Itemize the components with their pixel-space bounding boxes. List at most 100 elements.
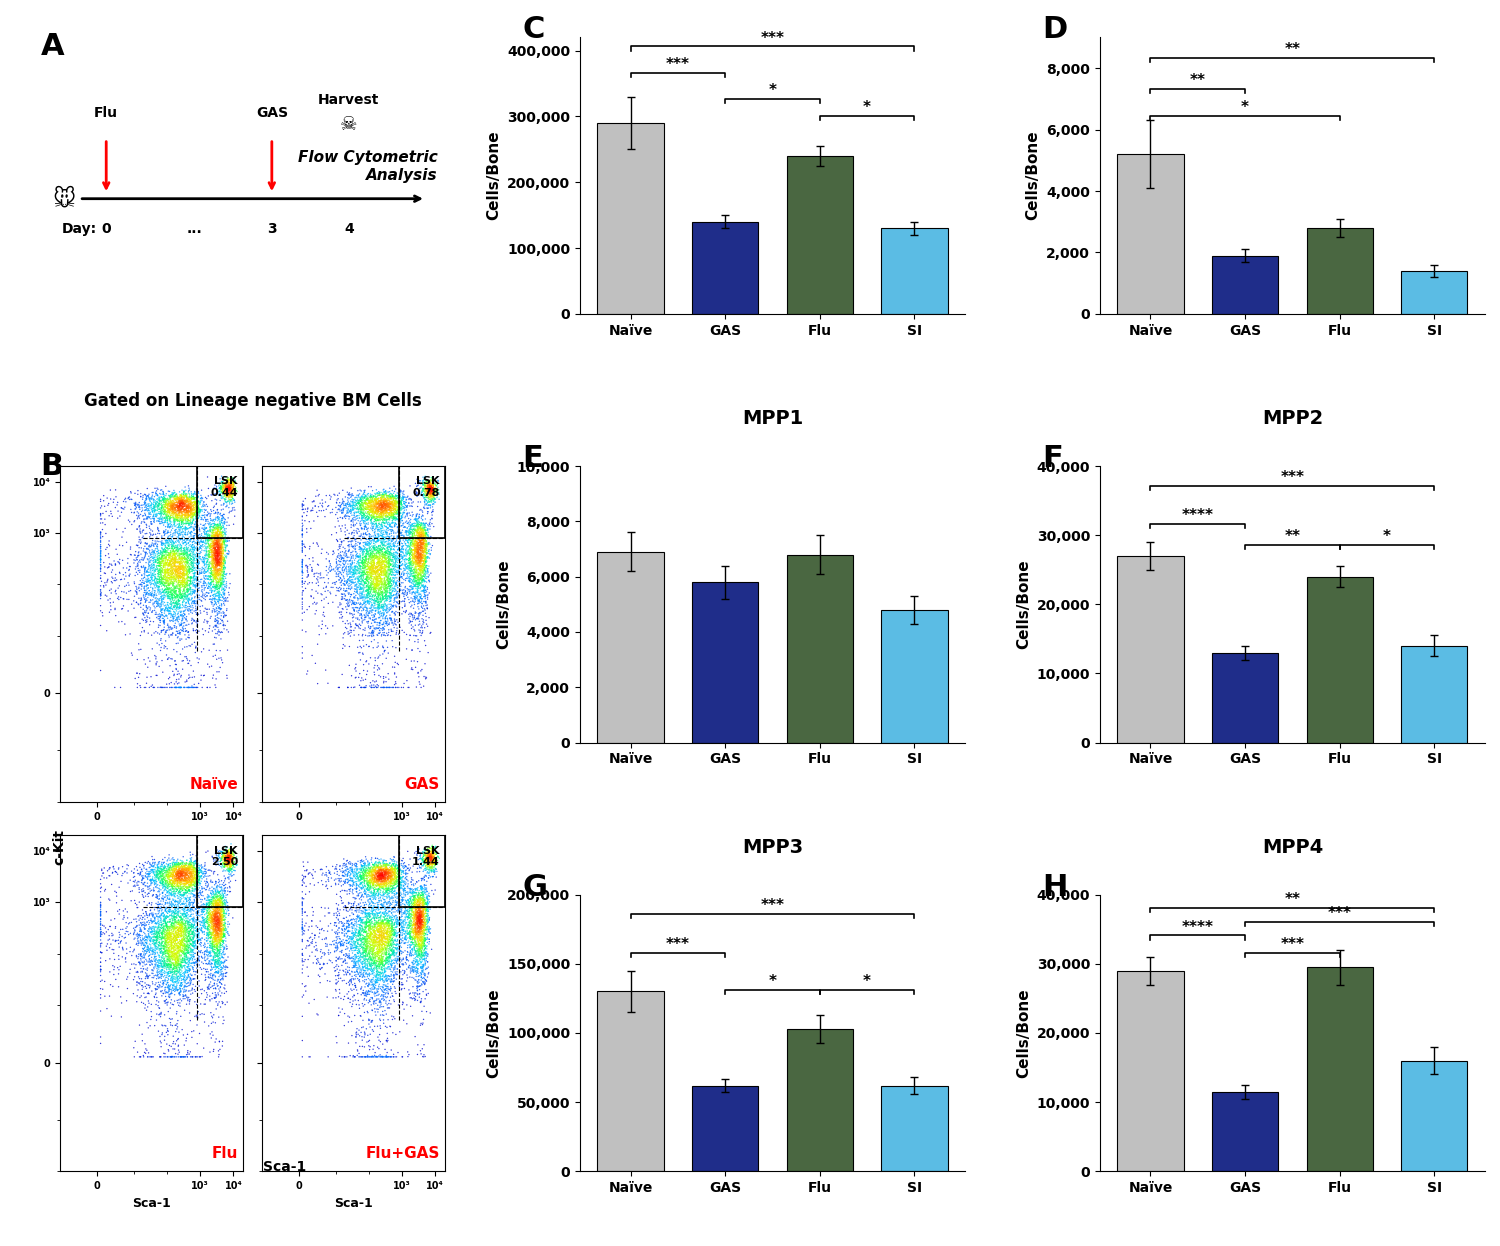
Point <box>406 939 430 959</box>
Point <box>372 867 396 887</box>
Point <box>130 486 154 506</box>
Point <box>219 473 243 493</box>
Point <box>146 563 170 583</box>
Point <box>209 536 232 556</box>
Point <box>336 870 360 890</box>
Point <box>184 616 209 635</box>
Point <box>177 876 201 896</box>
Point <box>376 547 400 567</box>
Point <box>186 902 210 922</box>
Point <box>342 918 366 938</box>
Point <box>170 543 194 563</box>
Point <box>180 561 204 581</box>
Point <box>410 911 434 931</box>
Point <box>198 545 222 564</box>
Point <box>178 845 203 865</box>
Point <box>406 885 430 905</box>
Point <box>366 501 390 521</box>
Point <box>135 572 159 592</box>
Point <box>358 886 382 906</box>
Point <box>346 917 370 937</box>
Point <box>386 915 410 934</box>
Point <box>214 907 238 927</box>
Point <box>126 558 150 578</box>
Point <box>129 969 153 989</box>
Point <box>168 543 192 563</box>
Point <box>381 503 405 523</box>
Point <box>148 862 172 882</box>
Point <box>352 933 376 953</box>
Point <box>204 543 228 563</box>
Point <box>384 873 408 893</box>
Point <box>182 932 206 952</box>
Point <box>336 1033 360 1053</box>
Point <box>374 932 398 952</box>
Point <box>166 922 190 942</box>
Point <box>328 568 352 588</box>
Point <box>177 513 201 533</box>
Point <box>369 497 393 517</box>
Point <box>417 920 441 939</box>
Point <box>204 510 228 530</box>
Point <box>213 579 237 599</box>
Point <box>196 906 220 926</box>
Point <box>297 993 321 1013</box>
Point <box>156 562 180 582</box>
Point <box>345 581 369 601</box>
Point <box>406 472 430 492</box>
Point <box>398 891 422 911</box>
Point <box>411 541 435 561</box>
Point <box>154 931 178 951</box>
Point <box>362 953 386 973</box>
Point <box>172 966 196 986</box>
Point <box>416 890 440 910</box>
Point <box>177 559 201 579</box>
Point <box>154 578 178 598</box>
Point <box>168 866 192 886</box>
Point <box>183 547 207 567</box>
Point <box>314 865 338 885</box>
Point <box>198 938 222 958</box>
Point <box>207 577 231 597</box>
Point <box>147 584 171 604</box>
Point <box>370 551 394 571</box>
Point <box>375 939 399 959</box>
Point <box>168 558 192 578</box>
Point <box>160 606 184 625</box>
Point <box>350 495 374 515</box>
Point <box>360 507 384 527</box>
Point <box>410 572 434 592</box>
Point <box>414 586 438 606</box>
Point <box>346 601 370 621</box>
Point <box>211 939 236 959</box>
Point <box>117 566 141 586</box>
Point <box>368 852 392 872</box>
Point <box>166 553 190 573</box>
Point <box>206 906 230 926</box>
Point <box>213 481 237 501</box>
Point <box>357 1011 381 1030</box>
Point <box>350 572 374 592</box>
Point <box>209 912 232 932</box>
Point <box>356 878 380 898</box>
Point <box>399 552 423 572</box>
Point <box>354 577 378 597</box>
Point <box>396 533 420 553</box>
Point <box>411 485 435 505</box>
Point <box>148 563 172 583</box>
Point <box>376 491 400 511</box>
Point <box>209 522 232 542</box>
Point <box>165 567 189 587</box>
Point <box>159 936 183 956</box>
Point <box>178 925 203 944</box>
Point <box>159 875 183 895</box>
Point <box>386 492 410 512</box>
Point <box>339 973 363 993</box>
Point <box>408 527 432 547</box>
Point <box>342 932 366 952</box>
Point <box>183 482 207 502</box>
Point <box>140 567 164 587</box>
Point <box>209 563 232 583</box>
Point <box>177 912 201 932</box>
Point <box>375 537 399 557</box>
